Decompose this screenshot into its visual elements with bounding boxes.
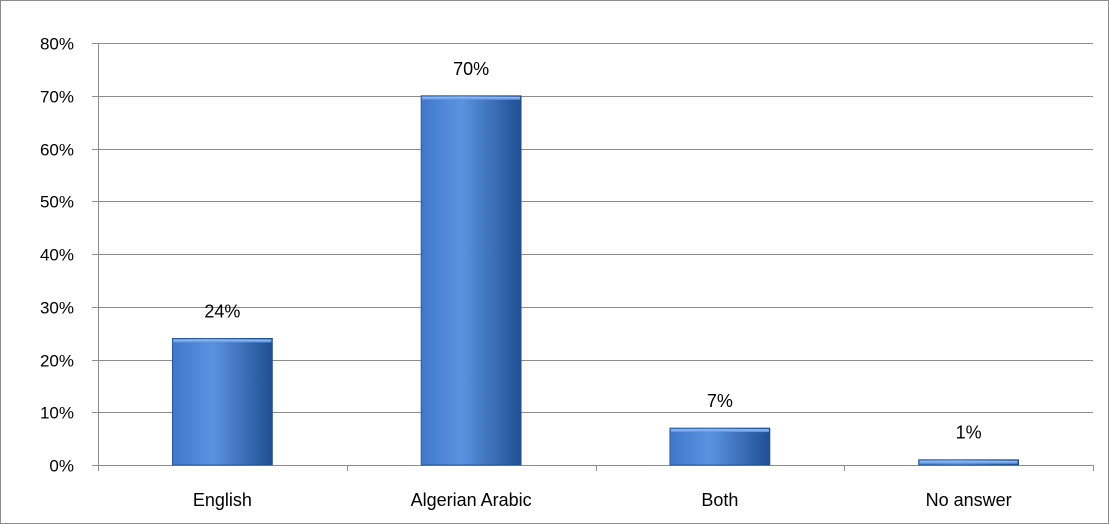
bars	[171, 95, 1020, 466]
y-tick-label: 60%	[40, 141, 74, 160]
bar-highlight	[670, 429, 769, 433]
y-tick-label: 20%	[40, 352, 74, 371]
y-tick-label: 80%	[40, 35, 74, 54]
data-label: 7%	[707, 391, 733, 411]
x-tick-label: Algerian Arabic	[411, 490, 532, 510]
bar-highlight	[919, 460, 1018, 464]
bar	[669, 427, 771, 466]
bar	[420, 95, 522, 466]
y-tick-label: 10%	[40, 404, 74, 423]
x-tick-label: No answer	[926, 490, 1012, 510]
y-tick-label: 40%	[40, 246, 74, 265]
y-tick-label: 70%	[40, 88, 74, 107]
y-tick-label: 30%	[40, 299, 74, 318]
x-tick-label: English	[193, 490, 252, 510]
bar	[171, 337, 273, 466]
y-tick-label: 0%	[49, 457, 74, 476]
bar-highlight	[422, 96, 521, 100]
labels: 0% 10% 20% 30% 40% 50% 60% 70% 80% 24% English 70% A…	[40, 35, 1012, 511]
data-label: 1%	[956, 423, 982, 443]
bar-highlight	[173, 339, 272, 343]
axes	[92, 43, 1094, 471]
data-label: 70%	[453, 59, 489, 79]
x-tick-label: Both	[701, 490, 738, 510]
y-tick-label: 50%	[40, 193, 74, 212]
data-label: 24%	[204, 301, 240, 321]
